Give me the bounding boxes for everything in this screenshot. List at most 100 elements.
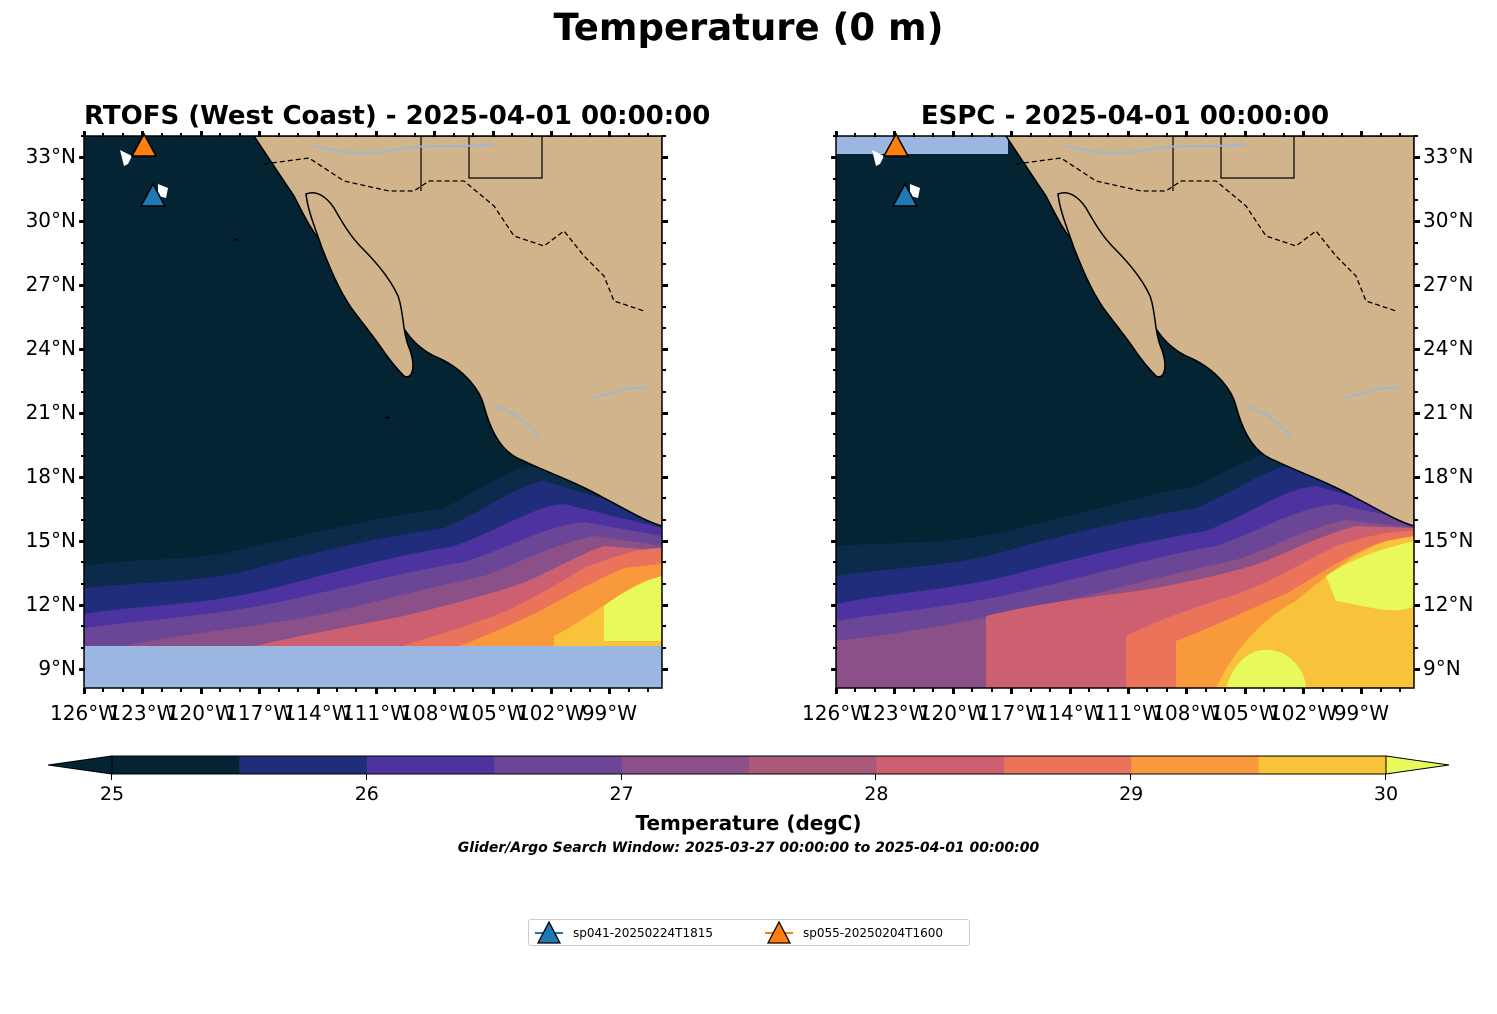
lon-tick-mark (374, 131, 378, 137)
lat-tick-label: 30°N (1423, 208, 1474, 233)
lat-minor-tick (833, 262, 837, 265)
lon-tick-label: 123°W (860, 701, 929, 725)
lat-tick-label: 15°N (25, 527, 76, 552)
lon-tick-mark (1243, 131, 1247, 137)
sp055-marker (882, 132, 910, 157)
lon-minor-tick (912, 133, 915, 137)
lon-tick-label: 111°W (1093, 701, 1162, 725)
lon-tick-mark (433, 688, 437, 694)
lon-minor-tick (1107, 133, 1110, 137)
lon-tick-mark (951, 131, 955, 137)
lon-tick-label: 114°W (283, 701, 352, 725)
river-1 (1065, 143, 1247, 155)
lon-minor-tick (873, 133, 876, 137)
lon-minor-tick (1146, 133, 1149, 137)
colorbar-tick-label: 28 (864, 783, 889, 805)
border-us-mexico (263, 157, 645, 312)
lon-minor-tick (1379, 688, 1382, 692)
lon-minor-tick (1224, 133, 1227, 137)
sp041-marker (891, 182, 919, 207)
lon-tick-label: 111°W (341, 701, 410, 725)
lon-tick-mark (1010, 688, 1014, 694)
lat-minor-tick (662, 454, 666, 457)
figure-title: Temperature (0 m) (553, 6, 944, 49)
lat-tick-mark (1414, 476, 1420, 479)
lat-tick-mark (79, 412, 85, 416)
lat-minor-tick (1414, 369, 1418, 372)
lat-tick-mark (831, 284, 837, 288)
lat-tick-mark (662, 220, 668, 224)
temp-band-30 (604, 576, 662, 641)
lat-tick-mark (79, 476, 85, 479)
lon-minor-tick (511, 688, 514, 692)
lon-minor-tick (452, 688, 455, 692)
triangle-marker-icon (535, 920, 563, 944)
lon-minor-tick (180, 133, 183, 137)
lon-tick-mark (316, 131, 320, 137)
lat-tick-mark (662, 348, 668, 352)
triangle-marker-icon (765, 920, 793, 944)
lat-minor-tick (1414, 561, 1418, 564)
lat-minor-tick (833, 241, 837, 244)
lat-minor-tick (833, 518, 837, 521)
lon-tick-mark (1068, 688, 1072, 694)
lon-minor-tick (1049, 688, 1052, 692)
sp041-trail (910, 184, 920, 198)
lon-minor-tick (1321, 688, 1324, 692)
lon-tick-label: 120°W (918, 701, 987, 725)
lon-minor-tick (1107, 688, 1110, 692)
lat-minor-tick (833, 561, 837, 564)
colorbar-tick-label: 26 (354, 783, 379, 805)
lat-minor-tick (81, 454, 85, 457)
lat-tick-mark (1414, 539, 1420, 543)
lon-tick-label: 99°W (581, 701, 638, 725)
lat-minor-tick (1414, 646, 1418, 649)
colorbar-under-extension (47, 755, 113, 775)
lat-tick-mark (79, 284, 85, 288)
lon-tick-mark (835, 688, 838, 694)
legend-label: sp055-20250204T1600 (803, 925, 944, 940)
lon-minor-tick (1087, 688, 1090, 692)
lon-minor-tick (413, 133, 416, 137)
lat-tick-mark (662, 539, 668, 543)
lat-tick-mark (831, 603, 837, 607)
lon-minor-tick (297, 133, 300, 137)
lon-tick-mark (608, 131, 612, 137)
lat-minor-tick (81, 433, 85, 436)
lon-tick-mark (433, 131, 437, 137)
lat-minor-tick (662, 177, 666, 180)
lat-minor-tick (833, 433, 837, 436)
lon-minor-tick (647, 688, 650, 692)
lon-minor-tick (1204, 688, 1207, 692)
lat-tick-mark (662, 476, 668, 479)
lon-minor-tick (355, 688, 358, 692)
lon-minor-tick (1224, 688, 1227, 692)
lat-minor-tick (81, 305, 85, 308)
lon-tick-label: 120°W (166, 701, 235, 725)
lat-minor-tick (81, 262, 85, 265)
temp-band-30b (1226, 649, 1306, 688)
lat-minor-tick (81, 241, 85, 244)
lat-tick-mark (1414, 348, 1420, 352)
lon-tick-mark (550, 131, 554, 137)
state-border (420, 136, 543, 191)
lat-tick-label: 9°N (38, 655, 76, 680)
lon-minor-tick (1146, 688, 1149, 692)
lat-tick-mark (1414, 156, 1420, 160)
lat-tick-label: 18°N (1423, 464, 1474, 488)
lon-minor-tick (569, 688, 572, 692)
lon-minor-tick (1087, 133, 1090, 137)
lat-tick-mark (79, 348, 85, 352)
colorbar-tick-mark (111, 774, 112, 780)
lon-minor-tick (355, 133, 358, 137)
colorbar-band (621, 756, 750, 774)
lon-minor-tick (121, 688, 124, 692)
lon-tick-mark (1068, 131, 1072, 137)
sp041-trail (158, 184, 168, 198)
lon-tick-label: 123°W (108, 701, 177, 725)
lon-tick-mark (83, 131, 86, 137)
lon-tick-mark (491, 131, 495, 137)
lat-minor-tick (81, 646, 85, 649)
lon-minor-tick (971, 133, 974, 137)
lon-minor-tick (394, 133, 397, 137)
